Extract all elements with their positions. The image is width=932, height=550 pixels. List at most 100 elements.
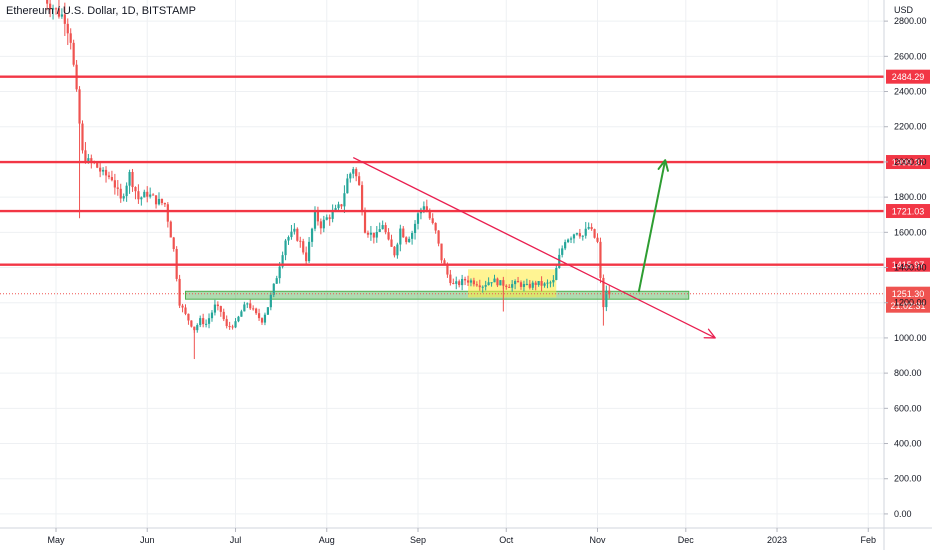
candle-body — [131, 171, 134, 188]
candle — [84, 142, 87, 164]
drawings — [352, 156, 716, 339]
candle-body — [537, 281, 540, 285]
candle-body — [452, 283, 455, 285]
candle — [590, 223, 593, 231]
candle — [281, 251, 284, 269]
candle — [540, 276, 543, 292]
candle — [490, 282, 493, 287]
candle — [199, 315, 202, 328]
candle — [181, 303, 184, 313]
candle-body — [596, 237, 599, 242]
candle-body — [207, 318, 211, 324]
candle — [396, 242, 399, 259]
candle — [384, 222, 387, 235]
x-tick-label: Jun — [140, 535, 155, 545]
candle — [166, 202, 169, 228]
candle-body — [375, 231, 378, 238]
candle — [416, 210, 420, 230]
candle — [455, 276, 458, 290]
candle-body — [137, 191, 140, 200]
candle — [449, 269, 452, 286]
candle-body — [416, 213, 420, 224]
candle — [564, 239, 567, 251]
candle — [487, 277, 490, 286]
y-tick-label: 1800.00 — [894, 192, 927, 202]
candle-body — [240, 311, 243, 317]
candle — [546, 279, 549, 289]
candle-body — [184, 307, 187, 314]
candle — [225, 315, 228, 329]
candle — [499, 280, 502, 286]
candle-body — [522, 284, 526, 287]
candle-body — [363, 211, 367, 233]
candle — [352, 166, 355, 179]
x-tick-label: Jul — [230, 535, 242, 545]
candle-body — [325, 217, 328, 220]
candle-body — [169, 221, 172, 238]
candle-body — [478, 285, 481, 288]
candle — [72, 39, 75, 67]
candle — [305, 246, 308, 266]
candle-body — [257, 313, 261, 319]
candle — [243, 301, 246, 312]
candle-body — [358, 176, 361, 186]
candle-body — [505, 285, 508, 287]
candle — [310, 227, 314, 247]
candle — [81, 120, 84, 154]
candle-body — [160, 198, 164, 204]
candle — [355, 167, 358, 182]
candle-body — [384, 225, 387, 233]
candle — [266, 307, 269, 315]
trendline-arrow — [352, 156, 716, 339]
candle-body — [458, 281, 461, 286]
candle-body — [322, 219, 325, 229]
candle — [543, 282, 546, 288]
candle-body — [252, 308, 255, 310]
candle — [263, 312, 267, 326]
y-tick-label: 600.00 — [894, 403, 922, 413]
candle — [411, 230, 414, 245]
candle — [204, 319, 208, 328]
candle — [478, 279, 481, 291]
candle — [131, 168, 134, 192]
candle — [419, 207, 423, 220]
candle — [505, 284, 508, 290]
candle — [331, 204, 334, 223]
candle-body — [581, 235, 584, 237]
candle-body — [193, 326, 196, 331]
candle-body — [399, 228, 402, 245]
candle — [107, 171, 111, 180]
candle — [575, 232, 579, 236]
candle-body — [540, 281, 543, 286]
candle — [440, 243, 443, 264]
level-label: 2484.29 — [892, 72, 925, 82]
candle-body — [346, 178, 349, 194]
candle — [381, 220, 384, 230]
candle — [296, 227, 299, 242]
candle-body — [57, 8, 61, 17]
candle-body — [202, 318, 205, 325]
candle — [496, 277, 499, 288]
candle — [525, 278, 528, 286]
candle-body — [511, 284, 514, 288]
candle-body — [213, 304, 217, 313]
y-tick-label: 2800.00 — [894, 16, 927, 26]
candle — [369, 225, 373, 241]
candle — [516, 276, 520, 283]
candle-body — [590, 227, 593, 230]
candle — [231, 324, 234, 330]
candle — [472, 277, 476, 287]
candle — [116, 180, 119, 196]
candle — [99, 161, 102, 178]
candle — [187, 313, 190, 325]
candle — [405, 236, 408, 245]
candle-body — [269, 294, 272, 308]
candle — [184, 304, 187, 316]
horizontal-levels: 2484.29 1999.37 1721.03 1415.97 1251.30 21:02… — [0, 69, 930, 313]
candle-body — [437, 230, 440, 244]
candle — [349, 172, 352, 183]
candle-body — [587, 227, 590, 229]
candle — [122, 193, 125, 202]
candles — [46, 0, 611, 360]
